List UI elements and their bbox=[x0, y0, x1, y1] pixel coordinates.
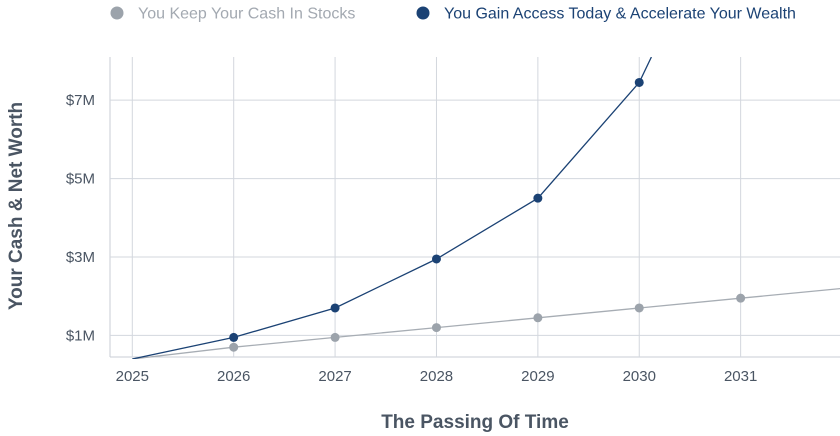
data-point bbox=[431, 254, 441, 264]
x-tick-label: 2029 bbox=[521, 368, 554, 385]
x-tick-label: 2031 bbox=[724, 368, 757, 385]
x-tick-label: 2028 bbox=[420, 368, 453, 385]
data-point bbox=[736, 293, 746, 303]
grid bbox=[109, 57, 840, 358]
data-point bbox=[533, 313, 543, 323]
x-tick-label: 2026 bbox=[217, 368, 250, 385]
x-tick-label: 2025 bbox=[116, 368, 149, 385]
legend: You Keep Your Cash In Stocks You Gain Acc… bbox=[110, 6, 796, 23]
y-axis-title: Your Cash & Net Worth bbox=[6, 102, 27, 310]
y-axis-ticks: $1M $3M $5M $7M bbox=[66, 92, 95, 344]
y-tick-label: $5M bbox=[66, 171, 95, 188]
y-tick-label: $7M bbox=[66, 92, 95, 109]
x-axis-title: The Passing Of Time bbox=[381, 412, 569, 433]
data-point bbox=[229, 332, 239, 342]
x-tick-label: 2027 bbox=[318, 368, 351, 385]
legend-marker-2 bbox=[416, 6, 430, 20]
x-tick-label: 2030 bbox=[623, 368, 656, 385]
data-point bbox=[229, 342, 239, 352]
x-axis-ticks: 2025 2026 2027 2028 2029 2030 2031 bbox=[116, 368, 758, 385]
y-tick-label: $1M bbox=[66, 327, 95, 344]
series-group bbox=[132, 57, 840, 359]
y-tick-label: $3M bbox=[66, 249, 95, 266]
legend-marker-1 bbox=[110, 6, 124, 20]
data-point bbox=[533, 193, 543, 203]
data-point bbox=[330, 303, 340, 313]
legend-label-2: You Gain Access Today & Accelerate Your … bbox=[444, 6, 796, 23]
legend-label-1: You Keep Your Cash In Stocks bbox=[138, 6, 355, 23]
series-line-1 bbox=[132, 287, 840, 359]
data-point bbox=[634, 77, 644, 87]
data-point bbox=[431, 323, 441, 333]
data-point bbox=[634, 303, 644, 313]
data-point bbox=[330, 332, 340, 342]
